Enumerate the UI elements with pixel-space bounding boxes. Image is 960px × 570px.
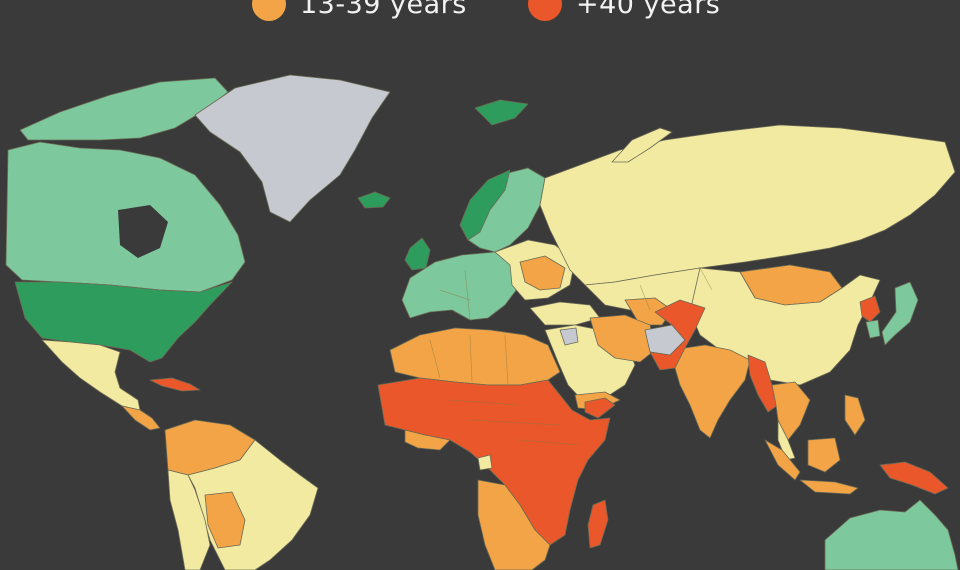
legend-item-13-39: 13-39 years [252,0,467,21]
legend-swatch-orange [252,0,286,21]
region-mexico [41,339,141,411]
border-line [639,284,651,311]
region-myanmar [747,354,779,413]
border-line [504,334,509,386]
border-line [699,267,713,291]
legend-label: +40 years [576,0,721,20]
border-line [519,439,581,446]
region-horn-of-africa [584,397,616,419]
region-india [674,344,751,439]
region-north-korea [859,295,881,323]
region-iceland [357,191,391,209]
border-line [469,334,473,383]
region-western-europe [401,251,521,321]
region-south-america-west [167,469,211,570]
legend-item-40-plus: +40 years [528,0,720,21]
region-philippines [844,394,866,436]
region-southern-africa [477,479,551,570]
region-ukraine [519,255,566,291]
region-iran [589,314,656,363]
country-borders [429,267,713,446]
border-line [464,269,471,321]
region-south-america-bolivia [204,491,246,549]
region-indonesia-sumatra [764,439,801,481]
region-iraq-syria [559,327,579,346]
region-indonesia-java [799,479,859,495]
region-usa [14,281,233,363]
region-pakistan [649,299,706,371]
region-papua-new-guinea [879,461,949,495]
region-north-africa [389,327,561,386]
region-svalbard [474,99,529,126]
region-indonesia-borneo [807,437,841,473]
region-uk [404,237,431,271]
region-greenland [194,74,391,223]
legend-swatch-red [528,0,562,21]
region-south-korea [865,319,881,339]
region-sahel-central-africa [377,377,611,546]
border-line [469,419,561,426]
legend-label: 13-39 years [300,0,467,20]
region-russia [539,124,956,286]
region-gabon [477,454,493,471]
region-hudson-bay [118,205,168,258]
region-canada-arctic-islands [19,77,229,141]
region-madagascar [587,499,609,549]
region-novaya-zemlya [611,127,673,163]
region-turkey [529,301,601,326]
region-west-africa-coast [404,429,451,451]
region-norway [459,169,511,241]
border-line [429,339,441,379]
border-line [449,399,521,406]
region-australia [824,499,959,570]
region-japan [881,281,919,346]
region-central-america [121,405,161,431]
border-line [439,289,471,301]
region-caribbean [149,377,201,392]
region-southeast-asia [771,381,811,441]
